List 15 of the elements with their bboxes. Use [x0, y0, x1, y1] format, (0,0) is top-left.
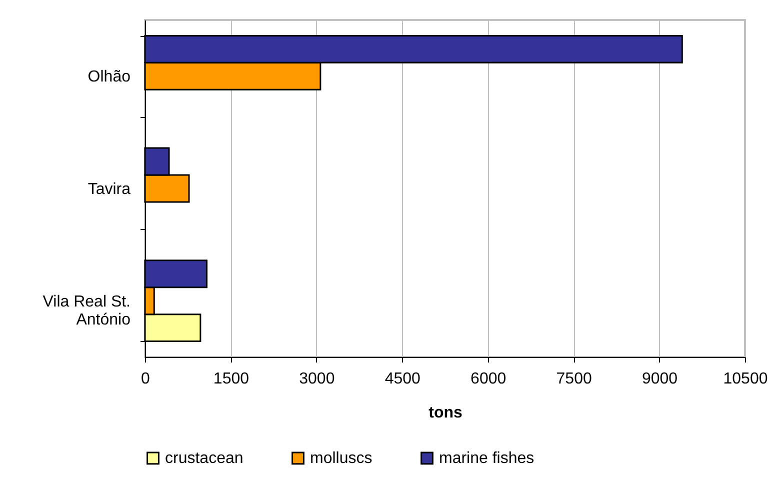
y-tick-label: Olhão [88, 68, 131, 86]
x-tick-label: 9000 [642, 370, 678, 388]
legend-label: marine fishes [439, 450, 534, 468]
y-tick-label: Vila Real St. António [42, 293, 131, 328]
x-tick-label: 7500 [556, 370, 592, 388]
x-tick-label: 1500 [213, 370, 250, 388]
x-tick-label: 0 [141, 370, 150, 388]
x-tick-label: 4500 [384, 370, 421, 388]
legend-label: crustacean [165, 450, 244, 468]
x-tick-label: 3000 [299, 370, 335, 388]
x-axis-title: tons [428, 404, 462, 422]
legend-label: molluscs [310, 450, 372, 468]
y-tick-label: Tavira [88, 181, 131, 198]
x-tick-label: 6000 [470, 370, 506, 388]
x-tick-label: 10500 [723, 370, 768, 388]
